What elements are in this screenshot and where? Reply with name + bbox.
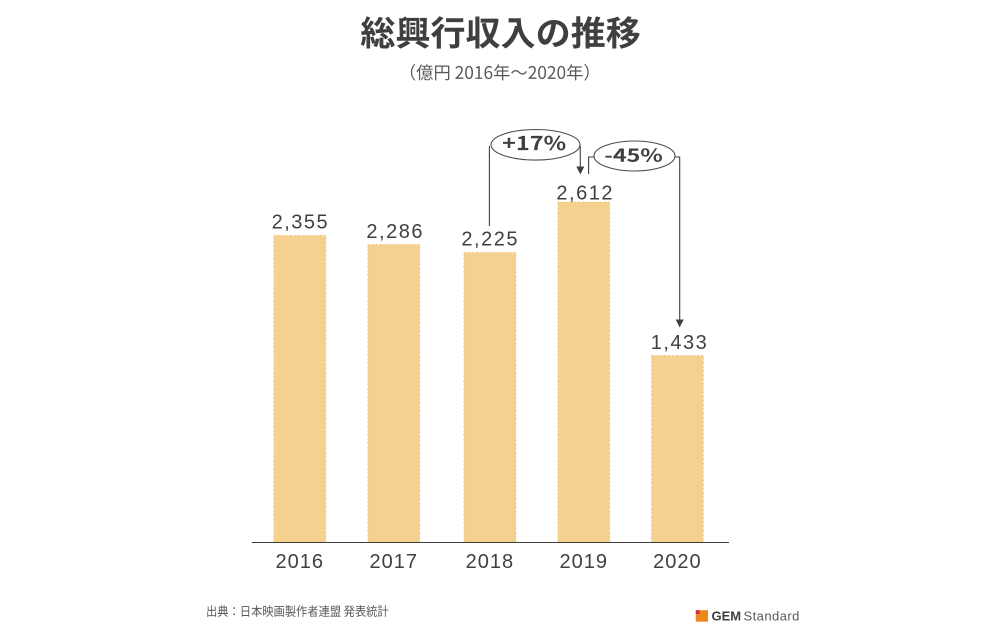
svg-text:GEM: GEM	[712, 608, 742, 623]
svg-text:2019: 2019	[560, 551, 609, 573]
svg-text:Standard: Standard	[744, 608, 800, 623]
svg-text:2,355: 2,355	[272, 211, 330, 233]
svg-text:2,286: 2,286	[366, 221, 424, 243]
svg-text:2,225: 2,225	[461, 229, 519, 251]
svg-text:2020: 2020	[653, 551, 702, 573]
svg-text:2018: 2018	[466, 551, 515, 573]
svg-text:2017: 2017	[370, 551, 419, 573]
svg-text:1,433: 1,433	[651, 332, 709, 354]
svg-text:2016: 2016	[276, 551, 325, 573]
svg-text:2,612: 2,612	[556, 183, 614, 205]
